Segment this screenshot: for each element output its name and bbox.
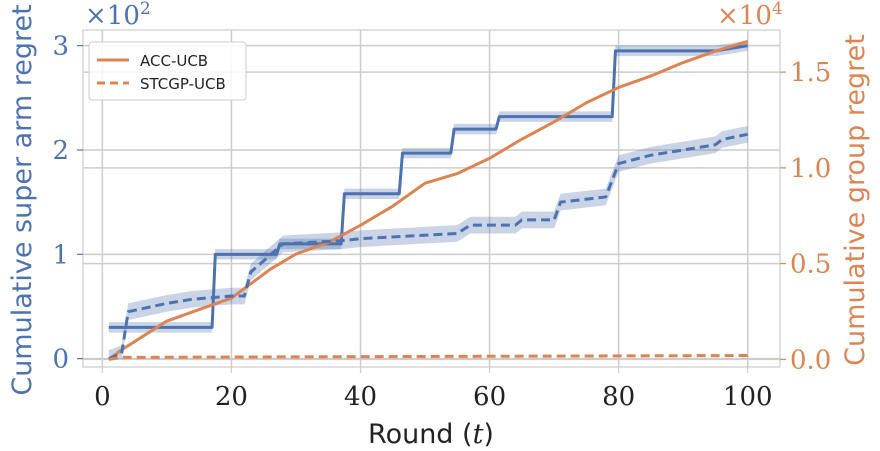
band-stcgp-ucb-left <box>108 125 748 359</box>
left-axis-label: Cumulative super arm regret <box>7 4 38 395</box>
legend-box <box>88 41 247 101</box>
right-tick-label: 0.0 <box>790 345 831 375</box>
series-lines <box>107 40 749 361</box>
x-tick-label: 0 <box>94 382 111 412</box>
x-axis-label-part: ) <box>483 419 494 450</box>
right-multiplier-exponent: 4 <box>772 0 783 19</box>
x-tick-label: 100 <box>723 382 773 412</box>
x-tick-label: 20 <box>215 382 248 412</box>
series-stcgp-ucb-left <box>108 132 749 361</box>
series-stcgp-ucb-right <box>108 354 748 361</box>
legend-label-stcgp-ucb: STCGP-UCB <box>140 75 226 93</box>
right-axis-label: Cumulative group regret <box>840 34 871 366</box>
x-axis-label: Round (t) <box>368 419 494 450</box>
left-tick-label: 1 <box>52 240 69 270</box>
left-tick-label: 3 <box>52 32 69 62</box>
legend: ACC-UCB STCGP-UCB <box>88 41 247 101</box>
right-axis-multiplier: ×104 <box>717 0 783 31</box>
x-tick-label: 80 <box>602 382 635 412</box>
x-axis-ticks: 0 20 40 60 80 100 <box>94 367 773 412</box>
x-tick-label: 40 <box>344 382 377 412</box>
right-tick-label: 1.5 <box>790 58 831 88</box>
left-axis-ticks: 0 1 2 3 <box>52 32 83 375</box>
left-tick-label: 2 <box>52 136 69 166</box>
right-axis-ticks: 0.0 0.5 1.0 1.5 <box>780 58 831 375</box>
x-axis-label-part: Round ( <box>368 419 473 450</box>
band-acc-ucb-left <box>108 40 748 333</box>
left-tick-label: 0 <box>52 345 69 375</box>
series-acc-ucb-right <box>107 40 749 361</box>
left-multiplier-base: ×10 <box>85 1 140 31</box>
right-tick-label: 0.5 <box>790 250 831 280</box>
x-tick-label: 60 <box>473 382 506 412</box>
right-multiplier-base: ×10 <box>717 1 772 31</box>
legend-label-acc-ucb: ACC-UCB <box>140 52 208 70</box>
right-tick-label: 1.0 <box>790 154 831 184</box>
left-multiplier-exponent: 2 <box>140 0 151 19</box>
series-acc-ucb-left <box>108 44 748 329</box>
plot-frame <box>82 29 781 368</box>
x-axis-label-part: t <box>473 419 484 450</box>
gridlines <box>83 30 780 367</box>
confidence-bands <box>108 40 748 359</box>
left-axis-multiplier: ×102 <box>85 0 151 31</box>
